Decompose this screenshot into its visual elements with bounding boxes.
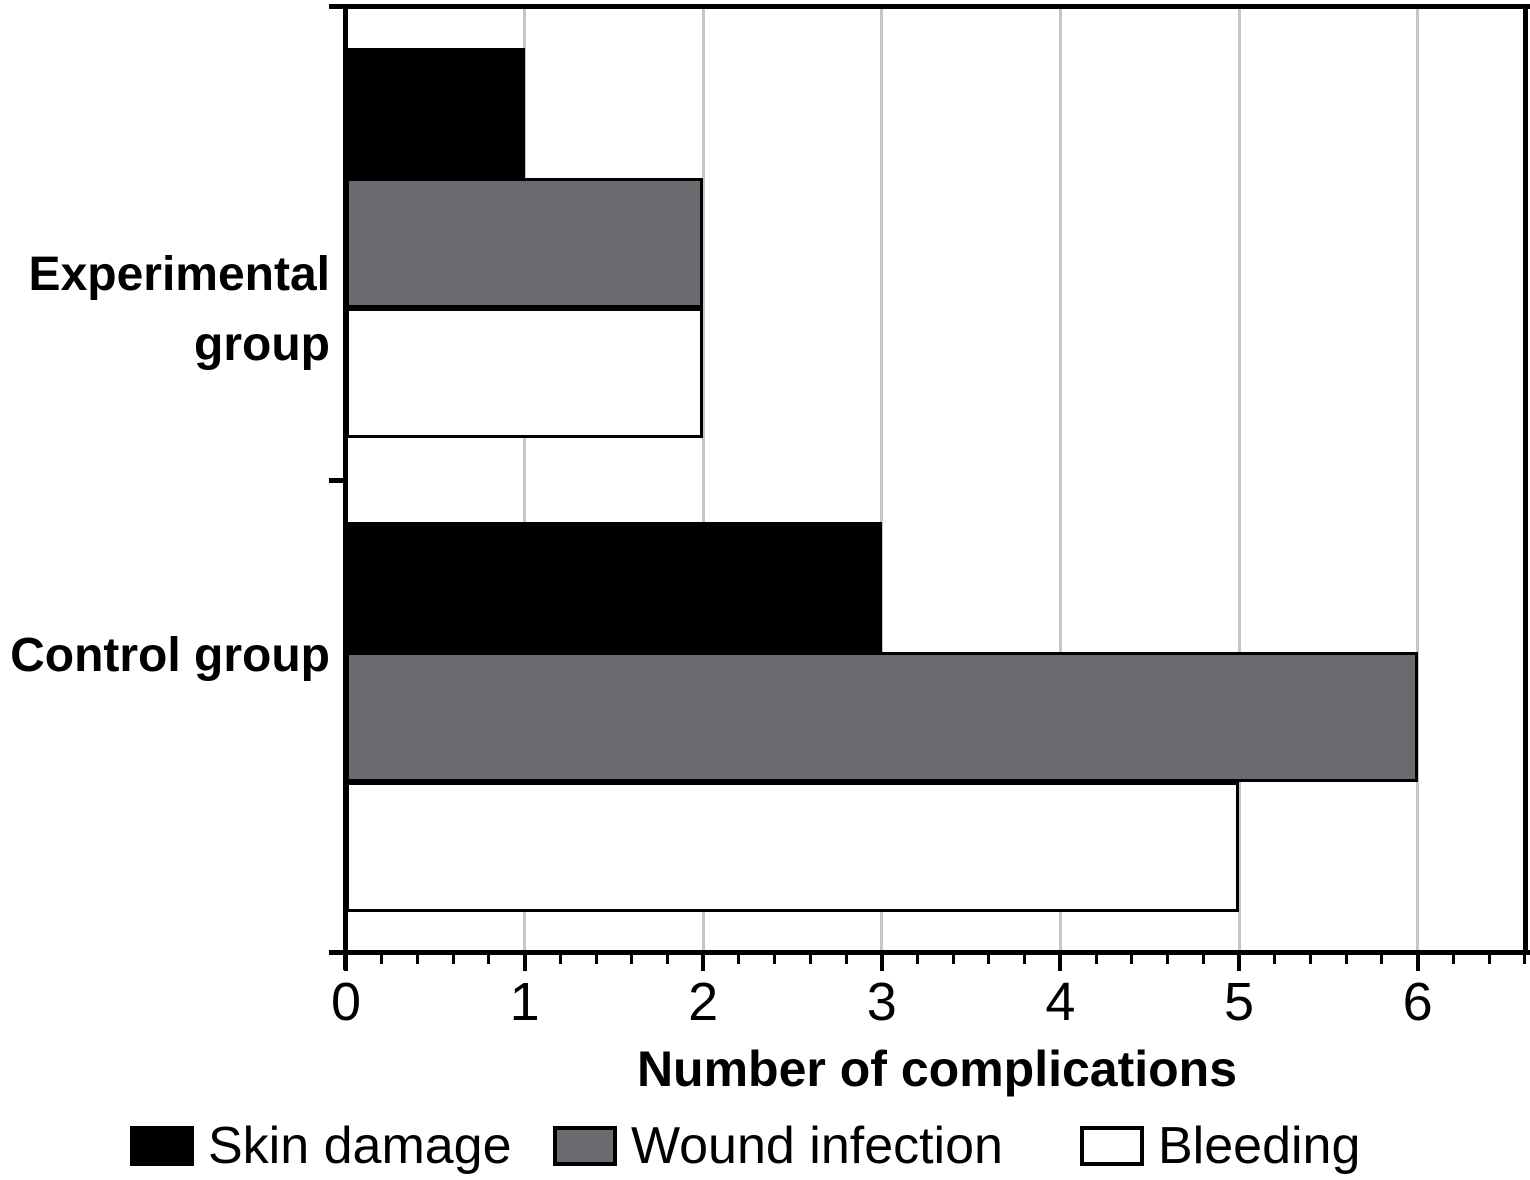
x-minor-tick-3.6: [987, 955, 991, 964]
x-minor-tick-0.2: [380, 955, 384, 964]
x-tick-label-0: 0: [330, 972, 362, 1032]
x-minor-tick-4.2: [1094, 955, 1098, 964]
x-minor-tick-1.2: [558, 955, 562, 964]
x-major-tick-5: [1237, 955, 1241, 971]
bar-wound-infection-experimental-group: [346, 178, 703, 308]
legend-item-bleeding: Bleeding: [1080, 1118, 1360, 1174]
x-tick-label-1: 1: [509, 972, 540, 1032]
x-minor-tick-1.8: [665, 955, 669, 964]
legend-label-wound-infection: Wound infection: [631, 1117, 1003, 1175]
legend-swatch-bleeding: [1080, 1126, 1144, 1166]
x-tick-label-6: 6: [1402, 972, 1433, 1032]
legend-label-skin-damage: Skin damage: [208, 1117, 512, 1175]
x-tick-label-3: 3: [866, 972, 897, 1032]
bar-bleeding-experimental-group: [346, 308, 703, 438]
x-minor-tick-2.8: [844, 955, 848, 964]
plot-right-border: [1523, 4, 1528, 955]
x-major-tick-3: [879, 955, 884, 971]
bar-skin-damage-control-group: [346, 522, 882, 652]
x-major-tick-0: [344, 955, 348, 971]
x-axis-title: Number of complications: [636, 1041, 1238, 1097]
x-major-tick-6: [1415, 955, 1420, 971]
legend-label-bleeding: Bleeding: [1158, 1117, 1361, 1175]
x-major-tick-2: [701, 955, 706, 971]
x-minor-tick-5.6: [1344, 955, 1348, 964]
gridline-x-3: [880, 9, 884, 950]
x-major-tick-1: [522, 955, 527, 971]
bar-wound-infection-control-group: [346, 652, 1418, 782]
x-minor-tick-0.6: [451, 955, 455, 964]
x-tick-label-5: 5: [1223, 972, 1255, 1032]
bar-bleeding-control-group: [346, 782, 1239, 912]
x-minor-tick-3.2: [916, 955, 920, 964]
x-minor-tick-1.6: [630, 955, 634, 964]
x-major-tick-4: [1058, 955, 1063, 971]
x-minor-tick-3.4: [951, 955, 955, 964]
x-minor-tick-2.4: [773, 955, 777, 964]
x-minor-tick-6.2: [1451, 955, 1455, 964]
plot-top-border: [329, 4, 1530, 9]
x-minor-tick-6.6: [1523, 955, 1527, 964]
legend-item-wound-infection: Wound infection: [553, 1118, 1003, 1174]
x-tick-label-4: 4: [1045, 972, 1076, 1032]
x-minor-tick-5.8: [1380, 955, 1384, 964]
x-minor-tick-0.4: [415, 955, 419, 964]
x-minor-tick-0.8: [487, 955, 491, 964]
gridline-x-4: [1058, 9, 1062, 950]
x-tick-label-2: 2: [688, 972, 719, 1032]
gridline-x-2: [701, 9, 705, 950]
gridline-x-5: [1237, 9, 1241, 950]
x-axis-line: [329, 950, 1530, 955]
gridline-x-6: [1416, 9, 1420, 950]
x-minor-tick-6.4: [1487, 955, 1491, 964]
legend-swatch-wound-infection: [553, 1126, 617, 1166]
gridline-x-1: [523, 9, 527, 950]
category-label-experimental-group: Experimental group: [28, 248, 330, 371]
x-minor-tick-2.2: [737, 955, 741, 964]
x-minor-tick-1.4: [594, 955, 598, 964]
legend-swatch-skin-damage: [130, 1126, 194, 1166]
x-minor-tick-2.6: [808, 955, 812, 964]
x-minor-tick-4.8: [1201, 955, 1205, 964]
x-minor-tick-5.4: [1308, 955, 1312, 964]
y-axis-line: [343, 4, 348, 970]
x-minor-tick-3.8: [1023, 955, 1027, 964]
y-axis-tick: [329, 478, 346, 483]
x-minor-tick-4.4: [1130, 955, 1134, 964]
legend-item-skin-damage: Skin damage: [130, 1118, 512, 1174]
category-label-control-group: Control group: [10, 629, 330, 682]
bar-skin-damage-experimental-group: [346, 48, 525, 178]
x-minor-tick-5.2: [1273, 955, 1277, 964]
x-minor-tick-4.6: [1166, 955, 1170, 964]
